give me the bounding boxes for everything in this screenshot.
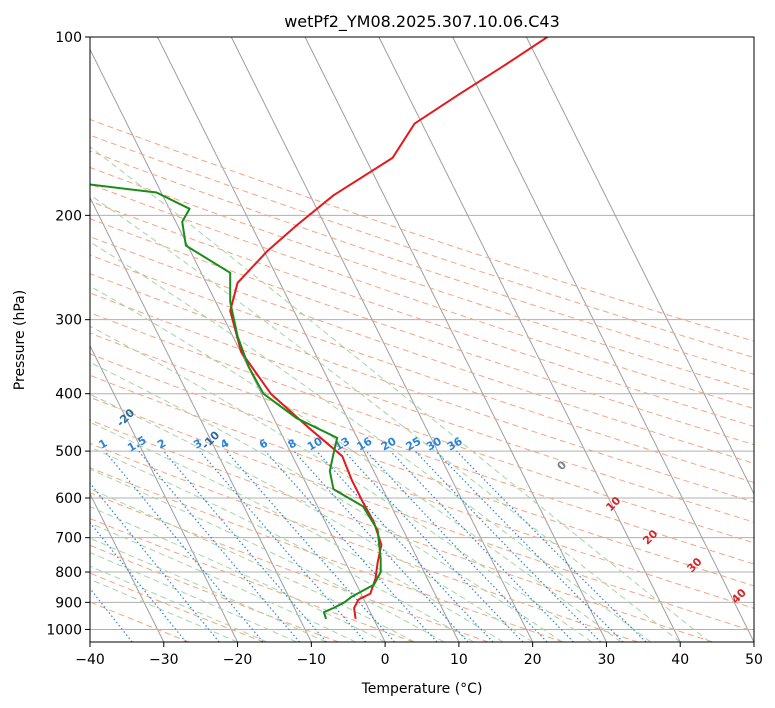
dry-adiabat-line — [90, 218, 754, 446]
moist-adiabat-line — [90, 194, 681, 642]
dry-adiabat-line — [90, 492, 489, 642]
isotherm-line — [90, 344, 239, 642]
mixing-ratio-lines — [90, 450, 647, 642]
mixing-ratio-line — [90, 482, 220, 642]
x-tick-label: 40 — [671, 652, 689, 668]
x-axis: −40 −30 −20 −10 0 10 20 30 40 50 — [75, 642, 763, 668]
moist-adiabat-line — [90, 325, 592, 642]
moist-adiabat-line — [90, 146, 711, 642]
isotherm-line — [304, 37, 607, 642]
mixing-ratio-line — [199, 450, 367, 642]
moist-adiabat-line — [90, 468, 445, 642]
x-tick-label: 0 — [381, 652, 390, 668]
temperature-line — [229, 37, 548, 620]
moist-adiabat-line — [90, 421, 504, 642]
dry-adiabat-line — [90, 419, 713, 642]
mixing-ratio-line — [365, 450, 548, 642]
dry-adiabat-lines — [90, 118, 754, 642]
mixing-ratio-line — [414, 450, 602, 642]
moist-adiabat-line — [90, 446, 474, 642]
dry-adiabat-line — [90, 312, 754, 544]
x-tick-label: 10 — [450, 652, 468, 668]
mixing-ratio-line — [138, 450, 301, 642]
mixing-ratio-line — [316, 450, 494, 642]
mixing-ratio-line — [435, 450, 624, 642]
plot-frame — [89, 36, 755, 643]
mixing-ratio-line — [343, 450, 524, 642]
dry-adiabat-line — [90, 236, 754, 464]
y-tick-label: 900 — [55, 595, 82, 611]
isotherm-line — [452, 37, 754, 642]
isotherm-line — [90, 492, 165, 642]
moist-adiabat-line — [90, 393, 533, 642]
moist-adiabat-line — [90, 488, 415, 642]
dry-adiabat-line — [90, 292, 754, 523]
x-tick-label: 30 — [598, 652, 616, 668]
dry-adiabat-line — [90, 134, 754, 359]
x-tick-label: −10 — [297, 652, 327, 668]
moist-adiabat-line — [90, 537, 327, 642]
y-tick-label: 500 — [55, 444, 82, 460]
moist-adiabat-line — [90, 361, 563, 642]
dewpoint-line — [90, 183, 382, 620]
isotherm-line — [378, 37, 681, 642]
moist-adiabat-lines — [90, 146, 711, 642]
isotherm-line — [90, 48, 386, 642]
dry-adiabat-line — [90, 396, 754, 632]
y-tick-label: 300 — [55, 313, 82, 329]
mixing-ratio-line — [456, 450, 647, 642]
x-tick-label: 20 — [524, 652, 542, 668]
isotherm-line — [525, 37, 754, 496]
dry-adiabat-line — [90, 166, 754, 392]
dry-adiabat-line — [90, 467, 564, 642]
plot-area: 0.10.20.40.611.52346810131620253036-100-… — [90, 37, 754, 642]
moist-adiabat-line — [90, 241, 651, 642]
moist-adiabat-line — [90, 285, 622, 642]
mixing-ratio-line — [225, 450, 396, 642]
x-tick-label: −40 — [75, 652, 105, 668]
x-tick-label: −30 — [149, 652, 179, 668]
chart-title: wetPf2_YM08.2025.307.10.06.C43 — [284, 12, 560, 32]
y-tick-label: 100 — [55, 30, 82, 46]
y-tick-label: 400 — [55, 387, 82, 403]
y-tick-label: 1000 — [46, 622, 82, 638]
y-axis: 100 200 300 400 500 600 700 800 900 1000 — [46, 30, 90, 638]
dry-adiabat-line — [90, 572, 264, 642]
sounding-profiles — [90, 37, 548, 620]
y-tick-label: 600 — [55, 491, 82, 507]
dry-adiabat-line — [90, 183, 754, 410]
y-tick-label: 200 — [55, 208, 82, 224]
x-tick-label: 50 — [745, 652, 763, 668]
y-axis-label: Pressure (hPa) — [12, 290, 28, 390]
x-tick-label: −20 — [223, 652, 253, 668]
x-axis-label: Temperature (°C) — [361, 681, 483, 697]
moist-adiabat-line — [90, 552, 297, 642]
y-tick-label: 800 — [55, 565, 82, 581]
mixing-ratio-line — [389, 450, 574, 642]
mixing-ratio-line — [293, 450, 469, 642]
dry-adiabat-line — [90, 374, 754, 609]
mixing-ratio-line — [90, 521, 187, 642]
y-tick-label: 700 — [55, 531, 82, 547]
dry-adiabat-line — [90, 442, 639, 642]
dry-adiabat-line — [90, 273, 754, 503]
